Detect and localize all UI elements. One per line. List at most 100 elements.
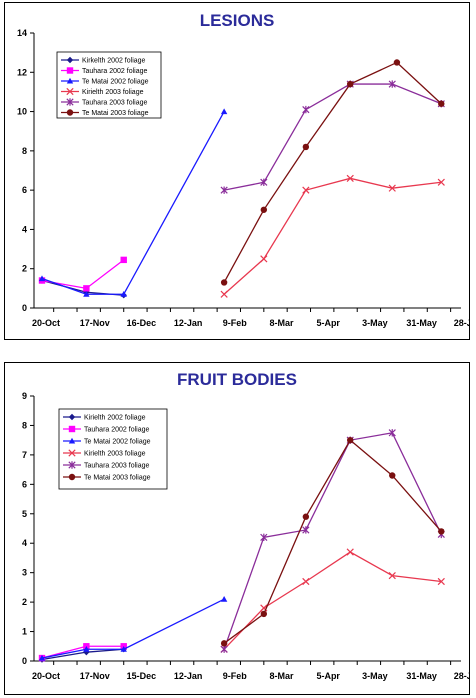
legend-item: Tauhara 2003 foliage: [63, 461, 149, 470]
legend-marker: [68, 461, 76, 469]
data-point: [388, 571, 396, 580]
legend: Kirielth 2002 foliage Tauhara 2002 foliag…: [58, 408, 168, 490]
data-point: [220, 645, 228, 653]
x-tick-label: 9-Feb: [223, 318, 248, 328]
legend-label: Kirielth 2003 foliage: [82, 89, 144, 96]
x-tick-label: 20-Oct: [32, 318, 60, 328]
series-line: [223, 551, 442, 650]
x-tick-label: 28-Jun: [454, 671, 469, 681]
series-line: [223, 61, 442, 283]
series-kirielth-2003-foliage: [220, 174, 445, 298]
data-point: [347, 80, 354, 88]
series-kirielth-2003-foliage: [220, 548, 445, 653]
data-point: [260, 178, 268, 186]
legend-marker: [66, 67, 74, 74]
legend-item: Te Matai 2003 foliage: [61, 109, 149, 117]
x-tick-label: 5-Apr: [316, 318, 340, 328]
series-te-matai-2002-foliage: [38, 108, 228, 297]
data-point: [346, 548, 354, 556]
fruit-bodies-chart-panel: FRUIT BODIES 0 1 2 3 4 5 6 7 8 9 20-Oct 17-Nov 15-Dec…: [4, 362, 470, 695]
legend-marker: [66, 109, 74, 116]
y-tick-label: 14: [17, 28, 27, 38]
x-tick-label: 9-Feb: [223, 671, 248, 681]
legend-item: Tauhara 2002 foliage: [63, 425, 149, 434]
y-tick-label: 2: [22, 597, 27, 607]
legend-marker: [68, 413, 76, 421]
legend-box: [56, 51, 162, 119]
x-tick-label: 16-Dec: [127, 318, 157, 328]
x-tick-label: 5-Apr: [316, 671, 340, 681]
data-point: [83, 291, 90, 297]
legend-marker: [68, 473, 76, 481]
data-point: [347, 436, 354, 444]
series-te-matai-2003-foliage: [220, 436, 445, 647]
data-point: [120, 256, 127, 264]
legend-label: Kirielth 2003 foliage: [84, 451, 146, 458]
fruit-bodies-chart: FRUIT BODIES 0 1 2 3 4 5 6 7 8 9 20-Oct 17-Nov 15-Dec…: [22, 370, 469, 681]
data-point: [302, 526, 310, 534]
legend-marker: [68, 437, 76, 444]
data-point: [437, 577, 445, 586]
series-line: [224, 83, 442, 191]
data-point: [120, 646, 127, 652]
y-tick-label: 10: [17, 107, 27, 117]
legend-item: Tauhara 2003 foliage: [61, 98, 147, 107]
data-point: [83, 285, 90, 292]
x-tick-label: 12-Jan: [174, 318, 203, 328]
series-line: [41, 111, 225, 295]
data-point: [302, 143, 310, 151]
data-point: [83, 646, 90, 652]
lesions-chart: LESIONS 0 2 4 6 8 10 12 14 20-Oct 17-Nov 16-Dec 12-J…: [17, 11, 469, 328]
data-point: [388, 429, 396, 437]
x-tick-label: 17-Nov: [80, 318, 110, 328]
y-tick-label: 12: [17, 67, 27, 77]
legend-marker: [66, 56, 74, 64]
legend-item: Kirkelth 2002 foliage: [61, 56, 146, 65]
x-tick-label: 28-Jun: [454, 318, 469, 328]
y-tick-label: 6: [22, 479, 27, 489]
series-line: [41, 598, 225, 659]
series-kirielth-2002-foliage: [38, 646, 127, 663]
data-point: [220, 108, 228, 115]
y-tick-label: 1: [22, 627, 27, 637]
y-tick-label: 5: [22, 509, 27, 519]
y-tick-label: 7: [22, 450, 27, 460]
data-point: [260, 610, 268, 618]
data-point: [38, 275, 46, 282]
legend-item: Te Matai 2002 foliage: [61, 77, 149, 86]
legend-item: Kirielth 2002 foliage: [63, 413, 146, 422]
legend-label: Tauhara 2002 foliage: [84, 427, 149, 434]
legend-label: Te Matai 2003 foliage: [84, 475, 151, 482]
series-tauhara-2003-foliage: [220, 80, 445, 194]
data-point: [302, 577, 310, 586]
legend-label: Te Matai 2002 foliage: [82, 79, 149, 86]
series-te-matai-2002-foliage: [38, 595, 228, 661]
chart-title: FRUIT BODIES: [177, 370, 297, 389]
legend-marker: [66, 87, 74, 96]
data-point: [260, 255, 268, 263]
legend-label: Te Matai 2002 foliage: [84, 439, 151, 446]
y-tick-label: 9: [22, 391, 27, 401]
legend-label: Tauhara 2003 foliage: [84, 463, 149, 470]
data-point: [120, 291, 127, 297]
data-point: [438, 100, 445, 107]
x-tick-label: 8-Mar: [269, 318, 294, 328]
legend-label: Tauhara 2002 foliage: [82, 68, 147, 75]
y-tick-label: 6: [22, 185, 27, 195]
data-point: [38, 654, 46, 661]
legend-label: Kirielth 2002 foliage: [84, 415, 146, 422]
y-tick-label: 4: [22, 224, 27, 234]
chart-title: LESIONS: [200, 11, 275, 30]
x-tick-label: 12-Jan: [174, 671, 203, 681]
data-point: [220, 595, 228, 602]
x-tick-label: 3-May: [362, 671, 388, 681]
x-tick-label: 31-May: [406, 671, 437, 681]
x-tick-label: 17-Nov: [80, 671, 110, 681]
legend-label: Tauhara 2003 foliage: [82, 100, 147, 107]
series-tauhara-2002-foliage: [38, 256, 127, 292]
legend-label: Te Matai 2003 foliage: [82, 110, 149, 117]
data-point: [437, 178, 445, 186]
series-tauhara-2003-foliage: [220, 429, 445, 653]
y-tick-label: 4: [22, 538, 27, 548]
data-point: [389, 472, 396, 479]
